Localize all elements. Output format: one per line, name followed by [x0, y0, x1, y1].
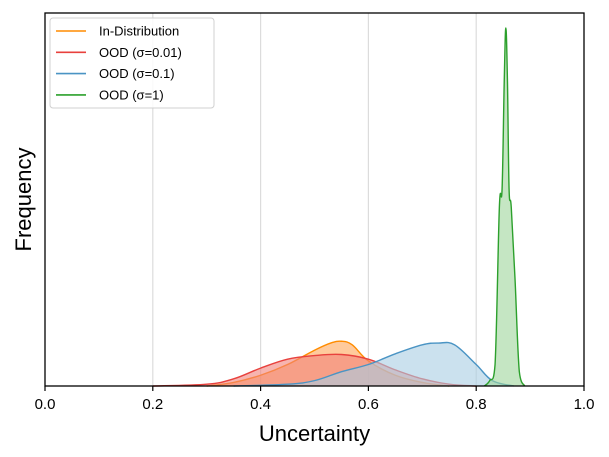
x-axis-ticks: 0.0 0.2 0.4 0.6 0.8 1.0: [35, 386, 595, 413]
legend-entry-1: In-Distribution: [56, 24, 179, 39]
x-axis-label: Uncertainty: [259, 421, 370, 446]
legend-label: In-Distribution: [99, 24, 179, 39]
series-3-fill-area: [233, 342, 514, 386]
density-areas: [152, 27, 526, 387]
x-tick-label: 1.0: [574, 396, 595, 413]
plot-frame: [44, 12, 585, 387]
legend-entry-3: OOD (σ=0.1): [56, 66, 175, 81]
x-tick-label: 0.8: [466, 396, 487, 413]
legend-label: OOD (σ=0.1): [99, 66, 175, 81]
legend-box: [49, 17, 215, 109]
x-tick-label: 0.6: [358, 396, 379, 413]
legend-label: OOD (σ=0.01): [99, 45, 182, 60]
legend-label: OOD (σ=1): [99, 87, 164, 102]
x-tick-label: 0.2: [142, 396, 163, 413]
series-3-density-line: [233, 341, 515, 387]
series-4-fill-area: [484, 28, 525, 386]
x-tick-label: 0.0: [35, 396, 56, 413]
y-axis-label: Frequency: [11, 148, 36, 252]
legend: In-Distribution OOD (σ=0.01) OOD (σ=0.1) OO…: [49, 17, 215, 109]
series-4-density-line: [483, 27, 526, 387]
x-tick-label: 0.4: [250, 396, 271, 413]
legend-entry-2: OOD (σ=0.01): [56, 45, 182, 60]
legend-entry-4: OOD (σ=1): [56, 87, 164, 102]
